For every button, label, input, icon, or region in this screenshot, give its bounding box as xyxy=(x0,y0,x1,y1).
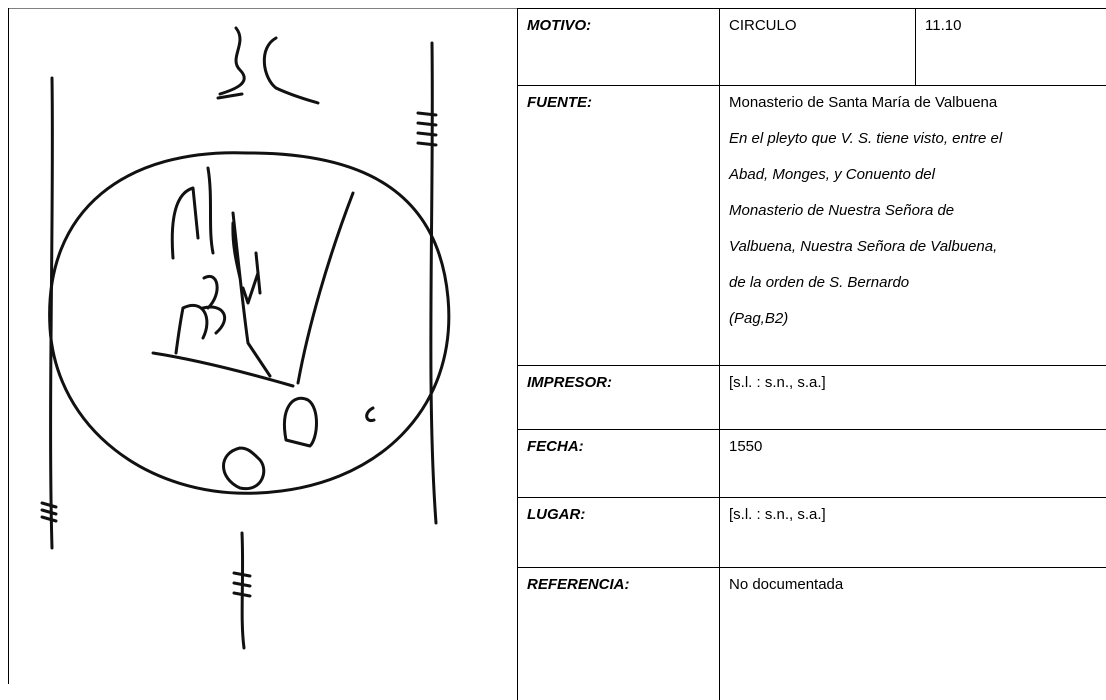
value-text: (Pag,B2) xyxy=(729,310,789,327)
value-text: 11.10 xyxy=(925,17,962,34)
page: MOTIVO: CIRCULO 11.10 FUENTE: Monasterio de … xyxy=(8,8,1106,700)
value-text: Abad, Monges, y Conuento del xyxy=(729,166,935,183)
field-value: No documentada xyxy=(719,567,1106,700)
value-text: Monasterio de Santa María de Valbuena xyxy=(729,94,998,111)
field-label: MOTIVO: xyxy=(517,8,719,85)
field-label: FUENTE: xyxy=(517,85,719,365)
value-text: 1550 xyxy=(729,438,763,455)
value-text: CIRCULO xyxy=(729,17,797,34)
field-label: IMPRESOR: xyxy=(517,365,719,429)
watermark-drawing xyxy=(8,8,517,684)
field-label: FECHA: xyxy=(517,429,719,497)
field-value: 1550 xyxy=(719,429,1106,497)
label-text: FUENTE: xyxy=(527,94,592,111)
field-value: [s.l. : s.n., s.a.] xyxy=(719,497,1106,567)
value-text: En el pleyto que V. S. tiene visto, entr… xyxy=(729,130,1003,147)
value-text: [s.l. : s.n., s.a.] xyxy=(729,374,826,391)
label-text: IMPRESOR: xyxy=(527,374,613,391)
label-text: REFERENCIA: xyxy=(527,576,630,593)
label-text: FECHA: xyxy=(527,438,584,455)
value-text: [s.l. : s.n., s.a.] xyxy=(729,506,826,523)
field-value: 11.10 xyxy=(915,8,1106,85)
label-text: LUGAR: xyxy=(527,506,586,523)
value-text: No documentada xyxy=(729,576,844,593)
value-text: Monasterio de Nuestra Señora de xyxy=(729,202,955,219)
field-value: [s.l. : s.n., s.a.] xyxy=(719,365,1106,429)
label-text: MOTIVO: xyxy=(527,17,592,34)
field-label: LUGAR: xyxy=(517,497,719,567)
value-text: Valbuena, Nuestra Señora de Valbuena, xyxy=(729,238,998,255)
field-value: CIRCULO xyxy=(719,8,915,85)
field-label: REFERENCIA: xyxy=(517,567,719,700)
field-value: Monasterio de Santa María de Valbuena En … xyxy=(719,85,1106,365)
value-text: de la orden de S. Bernardo xyxy=(729,274,910,291)
